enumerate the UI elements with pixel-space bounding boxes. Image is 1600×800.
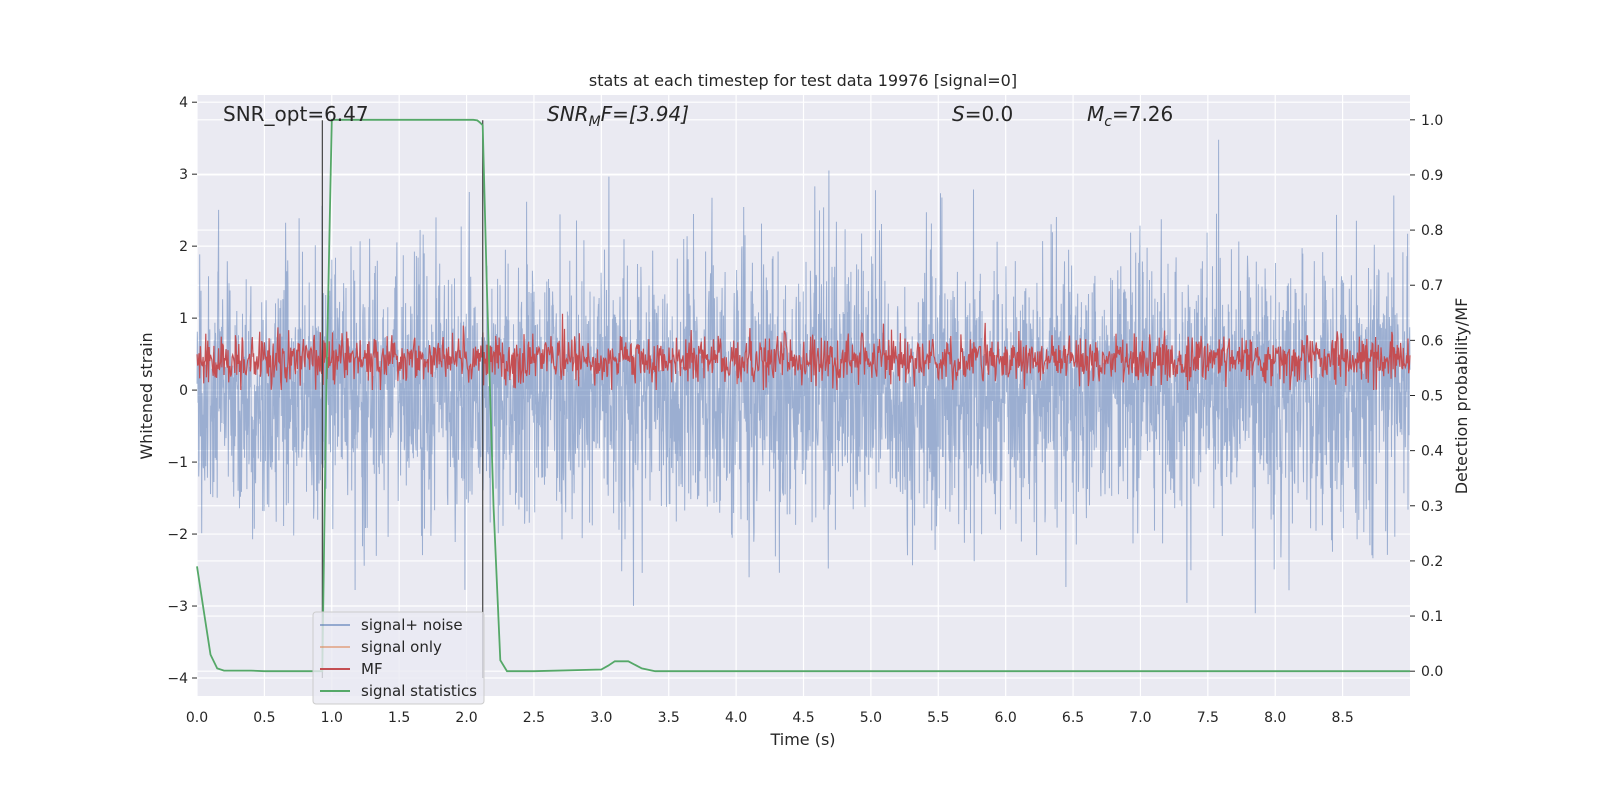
x-tick-label: 0.5 bbox=[253, 710, 275, 726]
x-tick-label: 3.0 bbox=[590, 710, 612, 726]
legend-box bbox=[312, 611, 485, 705]
annotation-snr-mf-value: F=[3.94] bbox=[601, 102, 689, 126]
annotation-snr-mf: SNRMF=[3.94] bbox=[547, 102, 689, 130]
legend-label-signal-statistics: signal statistics bbox=[361, 682, 477, 700]
y2-tick-label: 0.3 bbox=[1421, 499, 1443, 515]
chart-title: stats at each timestep for test data 199… bbox=[589, 71, 1017, 90]
y2-tick-labels: 0.0 0.1 0.2 0.3 0.4 0.5 0.6 0.7 0.8 0.9 1.0 bbox=[1421, 113, 1443, 680]
x-tick-label: 1.0 bbox=[321, 710, 343, 726]
x-tick-label: 3.5 bbox=[658, 710, 680, 726]
y-tick-label: −1 bbox=[167, 455, 188, 471]
annotation-snr-mf-subscript: M bbox=[589, 114, 601, 130]
x-tick-label: 1.5 bbox=[388, 710, 410, 726]
y-tick-label: 3 bbox=[179, 167, 188, 183]
annotation-mc-value: =7.26 bbox=[1112, 102, 1173, 126]
y-tick-label: 1 bbox=[179, 311, 188, 327]
y-tick-label: 4 bbox=[179, 95, 188, 111]
y2-tick-label: 0.4 bbox=[1421, 444, 1443, 460]
annotation-snr-mf-symbol: SNR bbox=[547, 102, 589, 126]
annotation-s-value: =0.0 bbox=[965, 102, 1014, 126]
mf-line bbox=[196, 313, 1411, 391]
legend-label-signal-noise: signal+ noise bbox=[361, 616, 463, 634]
annotation-s-symbol: S bbox=[952, 102, 965, 126]
y2-tick-label: 0.7 bbox=[1421, 278, 1443, 294]
x-tick-label: 0.0 bbox=[186, 710, 208, 726]
x-tick-label: 8.0 bbox=[1264, 710, 1286, 726]
signal-statistics-series bbox=[196, 118, 1410, 673]
x-tick-label: 7.0 bbox=[1129, 710, 1151, 726]
y-tick-label: −3 bbox=[167, 599, 188, 615]
y2-axis-label: Detection probability/MF bbox=[1452, 298, 1471, 495]
signal-noise-series bbox=[196, 139, 1411, 614]
y2-tick-label: 0.9 bbox=[1421, 168, 1443, 184]
annotation-mc: Mc=7.26 bbox=[1087, 102, 1173, 130]
y2-tick-label: 0.0 bbox=[1421, 664, 1443, 680]
legend-label-signal-only: signal only bbox=[361, 638, 442, 656]
mf-series bbox=[196, 313, 1411, 391]
x-tick-label: 5.0 bbox=[860, 710, 882, 726]
y-tick-label: −4 bbox=[167, 671, 188, 687]
x-tick-label: 4.5 bbox=[792, 710, 814, 726]
y-tick-labels: −4 −3 −2 −1 0 1 2 3 4 bbox=[167, 95, 188, 687]
x-tick-label: 8.5 bbox=[1331, 710, 1353, 726]
y2-tick-label: 0.8 bbox=[1421, 223, 1443, 239]
y-tick-label: −2 bbox=[167, 527, 188, 543]
y2-tick-label: 0.1 bbox=[1421, 609, 1443, 625]
x-axis-label: Time (s) bbox=[769, 730, 835, 749]
annotation-snr-opt: SNR_opt=6.47 bbox=[223, 102, 369, 126]
vertical-markers bbox=[321, 120, 484, 679]
signal-statistics-line bbox=[196, 118, 1410, 673]
y2-tick-label: 1.0 bbox=[1421, 113, 1443, 129]
y-tick-label: 2 bbox=[179, 239, 188, 255]
x-tick-label: 2.5 bbox=[523, 710, 545, 726]
signal-noise-line bbox=[196, 139, 1411, 614]
x-tick-label: 2.0 bbox=[455, 710, 477, 726]
legend: signal+ noise signal only MF signal stat… bbox=[312, 611, 485, 705]
y2-tick-label: 0.6 bbox=[1421, 333, 1443, 349]
y2-tick-label: 0.5 bbox=[1421, 389, 1443, 405]
y-tick-label: 0 bbox=[179, 383, 188, 399]
x-tick-label: 6.0 bbox=[995, 710, 1017, 726]
x-tick-label: 7.5 bbox=[1197, 710, 1219, 726]
annotation-s: S=0.0 bbox=[952, 102, 1013, 126]
x-tick-label: 6.5 bbox=[1062, 710, 1084, 726]
annotation-mc-subscript: c bbox=[1104, 114, 1112, 130]
x-tick-label: 5.5 bbox=[927, 710, 949, 726]
annotation-mc-symbol: M bbox=[1087, 102, 1104, 126]
x-tick-label: 4.0 bbox=[725, 710, 747, 726]
y-axis-label: Whitened strain bbox=[137, 332, 156, 459]
y2-tick-label: 0.2 bbox=[1421, 554, 1443, 570]
x-tick-labels: 0.0 0.5 1.0 1.5 2.0 2.5 3.0 3.5 4.0 4.5 5.0 5.5 6.0 6… bbox=[186, 710, 1354, 726]
legend-label-mf: MF bbox=[361, 660, 383, 678]
